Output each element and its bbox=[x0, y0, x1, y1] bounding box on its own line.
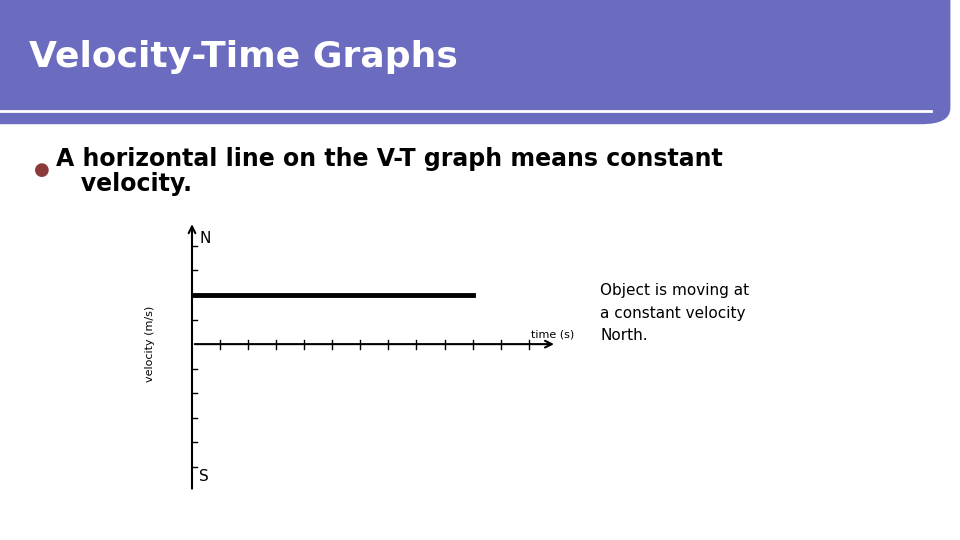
Text: ●: ● bbox=[34, 161, 49, 179]
Text: velocity (m/s): velocity (m/s) bbox=[145, 306, 155, 382]
Text: Velocity-Time Graphs: Velocity-Time Graphs bbox=[29, 40, 458, 73]
Text: time (s): time (s) bbox=[531, 330, 574, 340]
Text: S: S bbox=[199, 469, 208, 484]
Text: A horizontal line on the V-T graph means constant: A horizontal line on the V-T graph means… bbox=[56, 147, 723, 171]
Text: velocity.: velocity. bbox=[56, 172, 192, 195]
Text: Object is moving at
a constant velocity
North.: Object is moving at a constant velocity … bbox=[600, 284, 749, 343]
Text: N: N bbox=[199, 231, 210, 246]
